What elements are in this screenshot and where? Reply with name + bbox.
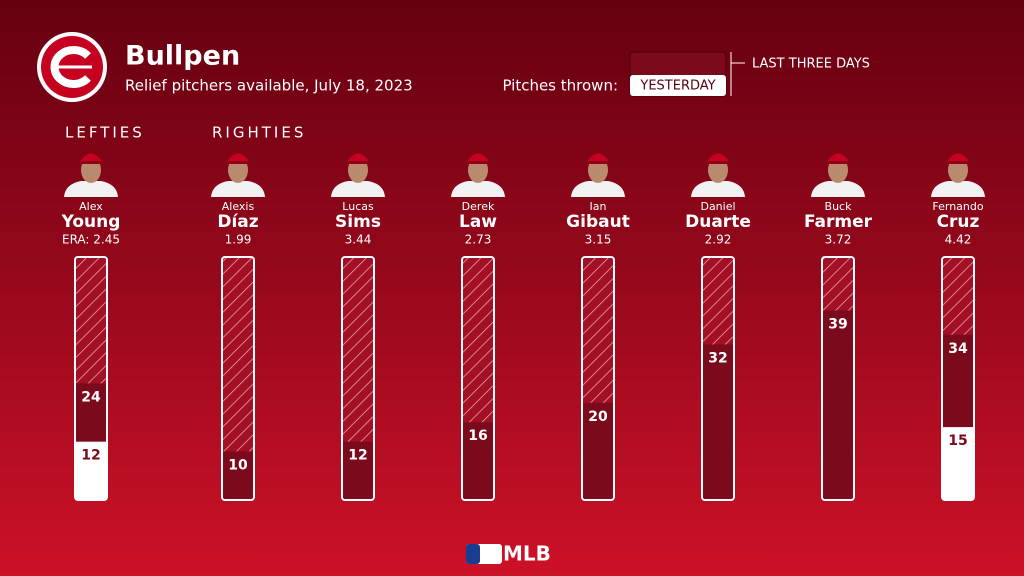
group-label: RIGHTIES [212,124,306,142]
footer: MLB [503,542,551,566]
cap-brim [345,161,371,164]
first-name: Alexis [222,200,255,213]
legend-entry: LAST THREE DAYS [752,57,870,72]
bar-outline [581,256,615,501]
first-name: Buck [825,200,853,213]
first-name: Fernando [932,200,983,213]
first-name: Daniel [700,200,735,213]
bar-value-label: 24 [81,389,101,405]
cap [706,153,730,163]
bar-value-label: 15 [948,433,967,449]
player-headshot [571,153,625,197]
legend-label: Pitches thrown: [502,77,618,95]
last-name: Law [459,212,497,232]
first-name: Ian [590,200,607,213]
bar-outline [74,256,108,501]
bar-outline [461,256,495,501]
jersey [211,181,265,197]
bar [222,451,254,500]
player-headshot [691,153,745,197]
era-label: 2.92 [705,233,732,247]
cap [346,153,370,163]
bar [462,422,494,500]
bar [342,441,374,500]
first-name: Lucas [342,200,374,213]
cap-brim [78,161,104,164]
legend: YESTERDAY LAST THREE DAYS [629,51,870,97]
last-name: Young [61,212,121,232]
jersey [571,181,625,197]
jersey [931,181,985,197]
player-headshot [811,153,865,197]
first-name: Derek [462,200,495,213]
cap-brim [585,161,611,164]
player-headshot [451,153,505,197]
bar-value-label: 10 [228,457,248,473]
cap-brim [825,161,851,164]
first-name: Alex [79,200,103,213]
bar [75,441,107,500]
bar-outline [701,256,735,501]
bar-value-label: 16 [468,428,487,444]
cap-brim [465,161,491,164]
last-name: Gibaut [566,212,630,232]
cap-brim [705,161,731,164]
era-label: 2.73 [465,233,492,247]
last-name: Díaz [217,212,258,232]
cap [79,153,103,163]
player-headshot [931,153,985,197]
bar-value-label: 12 [348,448,367,464]
bar-value-label: 32 [708,350,727,366]
player-headshot [64,153,118,197]
team-logo [37,32,107,102]
last-name: Duarte [685,212,751,232]
bar-value-label: 39 [828,316,847,332]
bar [582,402,614,500]
group-label: LEFTIES [65,124,145,142]
bar-outline [341,256,375,501]
chart-subtitle: Relief pitchers available, July 18, 2023 [125,77,413,95]
jersey [331,181,385,197]
player-headshot [331,153,385,197]
footer-logo: MLB [466,542,551,566]
last-name: Sims [335,212,381,232]
jersey [811,181,865,197]
bar [822,310,854,500]
chart-title: Bullpen [125,41,240,72]
bar-outline [221,256,255,501]
jersey [691,181,745,197]
era-label: 3.72 [825,233,852,247]
cap [946,153,970,163]
cap-brim [945,161,971,164]
cap-brim [225,161,251,164]
era-label: ERA: 2.45 [62,233,120,247]
legend-entry: YESTERDAY [639,79,715,94]
last-name: Farmer [804,212,873,232]
bar-outline [821,256,855,501]
cap [466,153,490,163]
bar-value-label: 34 [948,341,968,357]
last-name: Cruz [937,212,980,232]
player-headshot [211,153,265,197]
bar [942,427,974,500]
cap [826,153,850,163]
bar-outline [941,256,975,501]
jersey [451,181,505,197]
cap [586,153,610,163]
era-label: 3.15 [585,233,612,247]
legend-swatch [630,75,726,96]
era-label: 3.44 [345,233,372,247]
bar-value-label: 20 [588,409,608,425]
bar [702,344,734,500]
bar-value-label: 12 [81,448,100,464]
jersey [64,181,118,197]
era-label: 4.42 [945,233,972,247]
era-label: 1.99 [225,233,252,247]
cap [226,153,250,163]
